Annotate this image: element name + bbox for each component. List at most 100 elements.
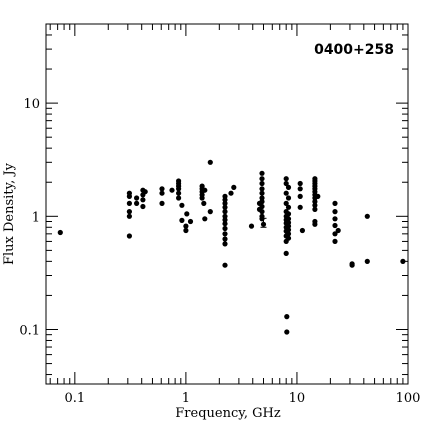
data-point <box>140 203 146 210</box>
data-point <box>207 209 213 215</box>
data-point <box>332 200 338 206</box>
data-point <box>222 209 228 215</box>
data-point <box>283 180 289 187</box>
data-point <box>202 216 208 222</box>
data-point <box>283 250 289 256</box>
data-point <box>176 186 182 192</box>
data-point <box>207 159 213 165</box>
data-point <box>183 223 189 229</box>
data-point <box>312 221 318 227</box>
data-point <box>259 180 265 187</box>
data-point <box>222 236 228 242</box>
data-point <box>126 200 132 206</box>
data-point <box>259 203 265 210</box>
data-point <box>184 211 190 217</box>
data-point <box>332 231 338 237</box>
data-point <box>332 222 338 229</box>
data-point <box>283 190 289 196</box>
x-tick-label: 0.1 <box>64 391 85 406</box>
data-point <box>222 197 228 203</box>
data-point <box>259 170 265 176</box>
data-point <box>283 176 289 182</box>
data-point <box>259 176 265 182</box>
data-point <box>312 199 318 205</box>
source-annotation: 0400+258 <box>314 42 394 58</box>
data-point <box>259 186 265 192</box>
x-axis-label: Frequency, GHz <box>175 406 281 421</box>
data-point <box>332 238 338 244</box>
data-point <box>169 187 175 193</box>
data-point <box>285 223 292 229</box>
data-point <box>285 211 292 217</box>
data-point <box>284 329 290 335</box>
data-point <box>222 241 228 247</box>
data-point <box>179 202 185 208</box>
data-points <box>57 159 406 335</box>
data-point <box>159 200 165 206</box>
data-point <box>199 195 205 201</box>
data-point <box>176 195 182 201</box>
data-point <box>315 193 321 199</box>
axes: 0.1 1 10 100 0.1 1 10 <box>19 23 421 406</box>
data-point <box>142 189 148 195</box>
data-point <box>259 199 265 205</box>
data-point <box>285 204 292 210</box>
data-point <box>222 217 228 223</box>
data-point <box>134 200 140 206</box>
data-point <box>260 221 267 227</box>
data-point <box>364 258 370 264</box>
data-point <box>179 217 185 223</box>
data-point <box>285 227 292 233</box>
data-point <box>312 206 318 212</box>
data-point <box>222 225 228 232</box>
data-point <box>228 190 234 196</box>
y-tick-label: 10 <box>23 97 40 112</box>
data-point <box>332 216 338 222</box>
data-point <box>297 193 303 199</box>
data-point <box>285 184 292 190</box>
data-point <box>202 187 208 193</box>
data-point <box>259 209 265 215</box>
data-point <box>57 229 63 236</box>
data-point <box>140 197 146 203</box>
data-point <box>126 209 132 215</box>
data-point <box>159 186 165 192</box>
data-point <box>364 213 370 219</box>
data-point <box>222 262 228 268</box>
data-point <box>259 190 265 196</box>
data-point <box>222 200 228 206</box>
data-point <box>222 221 228 227</box>
data-point <box>349 262 355 268</box>
x-tick-label: 1 <box>182 391 190 406</box>
data-point <box>335 227 341 234</box>
data-point <box>285 235 292 241</box>
data-point <box>231 184 237 190</box>
data-point <box>222 213 228 219</box>
data-point <box>126 213 132 219</box>
data-point <box>259 195 265 201</box>
data-point <box>400 258 406 264</box>
data-point <box>222 231 228 237</box>
x-tick-label: 100 <box>396 391 421 406</box>
data-point <box>299 227 305 234</box>
data-point <box>285 195 292 201</box>
data-point <box>159 190 165 196</box>
data-point <box>332 209 338 215</box>
data-point <box>201 200 207 206</box>
data-point <box>297 186 303 192</box>
x-tick-label: 10 <box>289 391 306 406</box>
data-point <box>297 204 303 210</box>
plot-frame <box>45 23 409 385</box>
data-point <box>248 223 255 229</box>
data-point <box>312 202 318 208</box>
data-point <box>222 204 228 210</box>
data-point <box>134 195 140 201</box>
data-point <box>283 200 289 206</box>
y-tick-label: 1 <box>32 210 40 225</box>
data-point <box>176 190 182 196</box>
data-point <box>259 216 265 222</box>
data-point <box>297 180 303 187</box>
data-point <box>285 231 292 237</box>
data-point <box>126 193 132 199</box>
